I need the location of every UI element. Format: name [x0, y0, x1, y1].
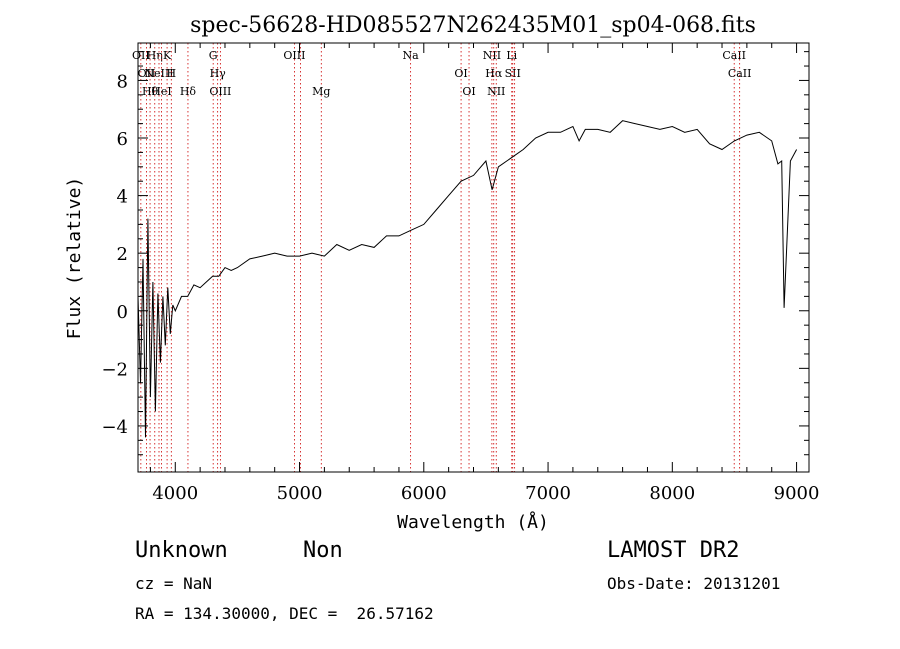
- x-tick-label: 5000: [277, 483, 323, 504]
- spectrum-series: [137, 120, 798, 438]
- line-marker-label: OII: [132, 49, 150, 62]
- y-tick-label: 4: [117, 187, 128, 208]
- line-marker-label: OIII: [209, 85, 231, 98]
- line-marker-label: K: [163, 49, 172, 62]
- y-tick-label: 6: [117, 129, 128, 150]
- line-marker-label: Hδ: [180, 85, 197, 98]
- chart-title: spec-56628-HD085527N262435M01_sp04-068.f…: [190, 13, 756, 38]
- y-axis: −4 −2 0 2 4 6 8: [101, 51, 809, 456]
- emission-line-markers: OIIOIIHθHηNeIIIHeIKHHδGHγOIIIOIIIMgNaOIO…: [132, 43, 752, 472]
- line-marker-label: H: [167, 67, 177, 80]
- line-marker-label: HeI: [151, 85, 171, 98]
- object-class: Unknown: [135, 538, 228, 563]
- line-marker-label: OI: [454, 67, 467, 80]
- line-marker-label: Hα: [485, 67, 503, 80]
- y-tick-label: −2: [101, 359, 128, 380]
- x-axis-label: Wavelength (Å): [397, 511, 549, 533]
- x-tick-label: 7000: [525, 483, 571, 504]
- line-marker-label: Hη: [147, 49, 163, 62]
- spectrum-chart: spec-56628-HD085527N262435M01_sp04-068.f…: [64, 13, 820, 533]
- line-marker-label: CaII: [728, 67, 752, 80]
- line-marker-label: SII: [505, 67, 521, 80]
- line-marker-label: OIII: [283, 49, 305, 62]
- line-marker-label: Li: [506, 49, 517, 62]
- x-tick-label: 9000: [774, 483, 820, 504]
- spectrum-line: [137, 120, 798, 438]
- line-marker-label: CaII: [722, 49, 746, 62]
- line-marker-label: Hγ: [210, 67, 227, 80]
- redshift-cz: cz = NaN: [135, 574, 213, 593]
- line-marker-label: Mg: [312, 85, 330, 98]
- y-axis-label: Flux (relative): [64, 177, 85, 340]
- x-tick-label: 4000: [152, 483, 198, 504]
- line-marker-label: OII: [138, 67, 156, 80]
- x-tick-label: 6000: [401, 483, 447, 504]
- line-marker-label: G: [209, 49, 218, 62]
- plot-frame: [137, 42, 810, 473]
- coordinates: RA = 134.30000, DEC = 26.57162: [135, 604, 434, 623]
- object-subclass: Non: [303, 538, 343, 563]
- x-tick-label: 8000: [649, 483, 695, 504]
- line-marker-label: OI: [462, 85, 475, 98]
- line-marker-label: Na: [403, 49, 420, 62]
- survey-name: LAMOST DR2: [607, 538, 740, 563]
- y-tick-label: −4: [101, 417, 128, 438]
- y-tick-label: 2: [117, 244, 128, 265]
- obs-date: Obs-Date: 20131201: [607, 574, 781, 593]
- line-marker-label: NII: [487, 85, 505, 98]
- line-marker-label: NeIII: [144, 67, 173, 80]
- y-tick-label: 0: [117, 302, 128, 323]
- x-axis: 4000 5000 6000 7000 8000 9000: [149, 43, 820, 504]
- line-marker-label: NII: [483, 49, 501, 62]
- y-tick-label: 8: [117, 71, 128, 92]
